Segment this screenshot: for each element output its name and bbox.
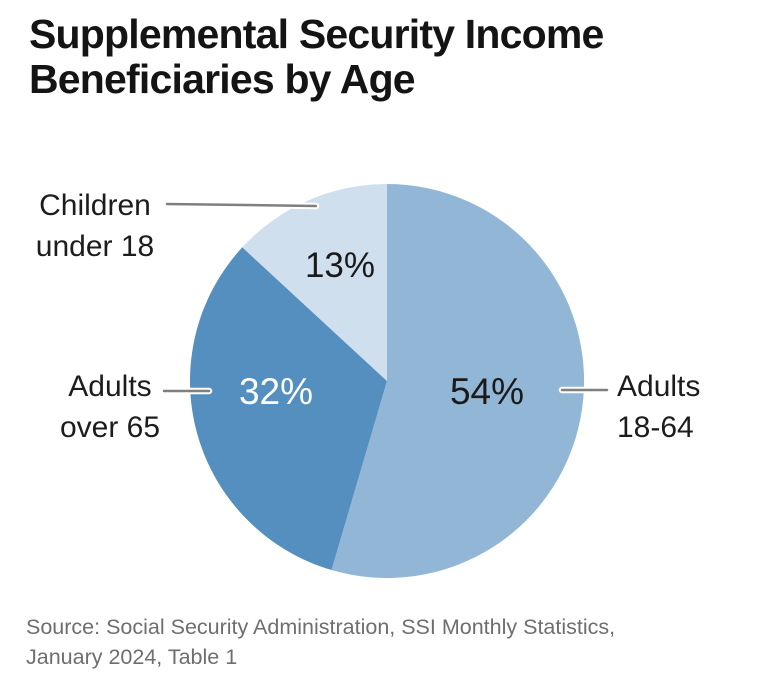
pie-slice-adults-over-65 bbox=[190, 247, 387, 571]
value-label-children-under-18: 13% bbox=[304, 246, 376, 285]
value-label-adults-18-64: 54% bbox=[449, 371, 525, 412]
value-label-adults-over-65: 32% bbox=[238, 371, 314, 412]
slice-label-adults-18-64: Adults 18-64 bbox=[617, 370, 701, 444]
leader-lines bbox=[160, 200, 611, 395]
pie-slice-children-under-18 bbox=[242, 184, 387, 381]
leader-line-children-under-18 bbox=[163, 200, 320, 210]
chart-title: Supplemental Security Income Beneficiari… bbox=[29, 11, 604, 102]
source-note: Source: Social Security Administration, … bbox=[26, 615, 616, 669]
pie-slice-adults-18-64 bbox=[331, 183, 585, 578]
slice-label-adults-over-65: Adults over 65 bbox=[59, 370, 161, 444]
slice-label-children-under-18: Children under 18 bbox=[35, 189, 155, 263]
pie-slices bbox=[190, 183, 585, 578]
